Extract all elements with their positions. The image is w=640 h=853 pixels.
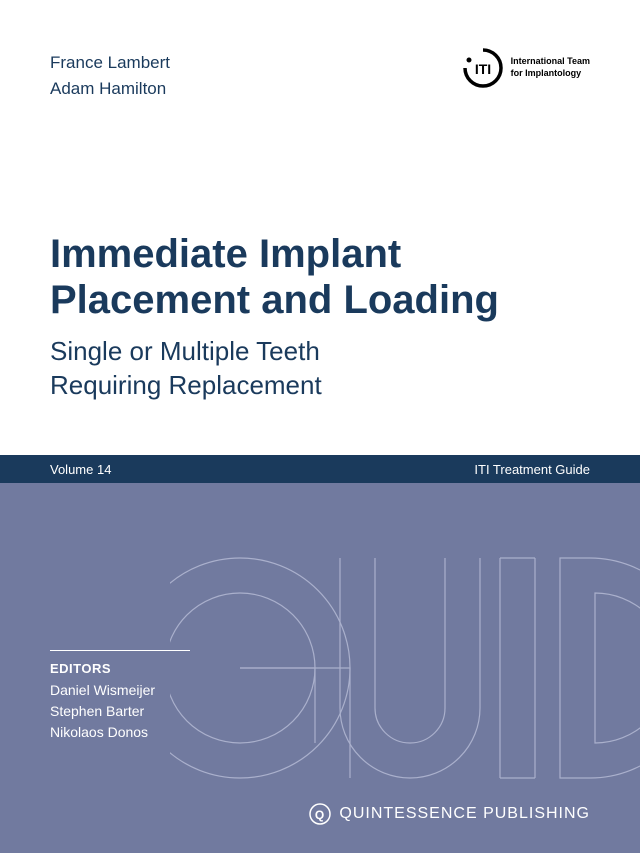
publisher-name: QUINTESSENCE PUBLISHING [339, 805, 590, 823]
volume-bar: Volume 14 ITI Treatment Guide [0, 455, 640, 483]
subtitle: Single or Multiple Teeth Requiring Repla… [50, 335, 590, 403]
svg-text:ITI: ITI [474, 61, 490, 77]
title-line: Placement and Loading [50, 277, 590, 323]
iti-logo: ITI International Team for Implantology [463, 48, 590, 88]
title-line: Immediate Implant [50, 231, 590, 277]
subtitle-line: Single or Multiple Teeth [50, 335, 590, 369]
iti-logo-text: International Team for Implantology [511, 56, 590, 79]
top-section: France Lambert Adam Hamilton ITI Interna… [0, 0, 640, 455]
iti-logo-mark: ITI [463, 48, 503, 88]
title-block: Immediate Implant Placement and Loading … [50, 231, 590, 403]
editor-name: Stephen Barter [50, 701, 190, 722]
editors-block: EDITORS Daniel Wismeijer Stephen Barter … [50, 650, 190, 744]
book-cover: France Lambert Adam Hamilton ITI Interna… [0, 0, 640, 853]
publisher: Q QUINTESSENCE PUBLISHING [309, 803, 590, 825]
editor-name: Daniel Wismeijer [50, 680, 190, 701]
editors-label: EDITORS [50, 650, 190, 679]
bottom-section: EDITORS Daniel Wismeijer Stephen Barter … [0, 483, 640, 853]
editor-name: Nikolaos Donos [50, 722, 190, 743]
subtitle-line: Requiring Replacement [50, 369, 590, 403]
guide-watermark [170, 528, 640, 808]
volume-number: Volume 14 [50, 462, 111, 477]
main-title: Immediate Implant Placement and Loading [50, 231, 590, 323]
publisher-logo-icon: Q [309, 803, 331, 825]
logo-line: International Team [511, 56, 590, 68]
svg-text:Q: Q [315, 808, 325, 822]
series-name: ITI Treatment Guide [474, 462, 590, 477]
logo-line: for Implantology [511, 68, 590, 80]
